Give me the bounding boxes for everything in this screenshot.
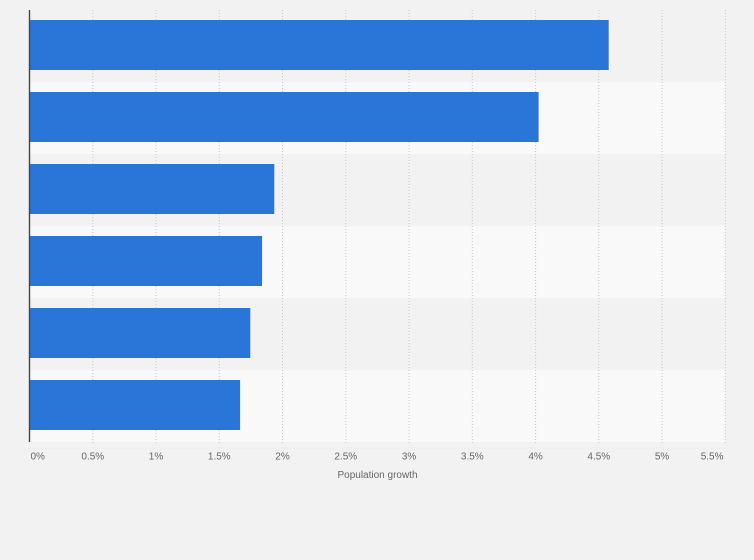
svg-text:3.5%: 3.5%: [461, 451, 484, 462]
svg-text:4.5%: 4.5%: [587, 451, 610, 462]
svg-text:Population growth: Population growth: [337, 470, 417, 481]
svg-text:1.5%: 1.5%: [208, 451, 231, 462]
svg-text:4%: 4%: [528, 451, 543, 462]
svg-text:0%: 0%: [31, 451, 46, 462]
svg-text:5.5%: 5.5%: [701, 451, 724, 462]
svg-text:1%: 1%: [149, 451, 164, 462]
svg-text:2.5%: 2.5%: [334, 451, 357, 462]
svg-text:3%: 3%: [402, 451, 417, 462]
svg-text:0.5%: 0.5%: [81, 451, 104, 462]
svg-text:5%: 5%: [655, 451, 670, 462]
svg-text:2%: 2%: [275, 451, 290, 462]
